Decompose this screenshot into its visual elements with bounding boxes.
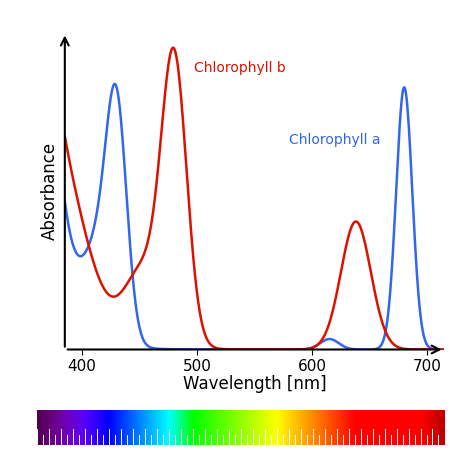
Text: 500: 500 bbox=[170, 450, 192, 463]
Text: 600: 600 bbox=[289, 450, 312, 463]
Y-axis label: Absorbance: Absorbance bbox=[41, 142, 59, 240]
Text: 400: 400 bbox=[50, 450, 72, 463]
Text: Chlorophyll a: Chlorophyll a bbox=[289, 133, 381, 147]
Text: Wavelength [nm]: Wavelength [nm] bbox=[183, 376, 326, 393]
Text: 700: 700 bbox=[409, 450, 432, 463]
Text: Chlorophyll b: Chlorophyll b bbox=[194, 61, 285, 75]
